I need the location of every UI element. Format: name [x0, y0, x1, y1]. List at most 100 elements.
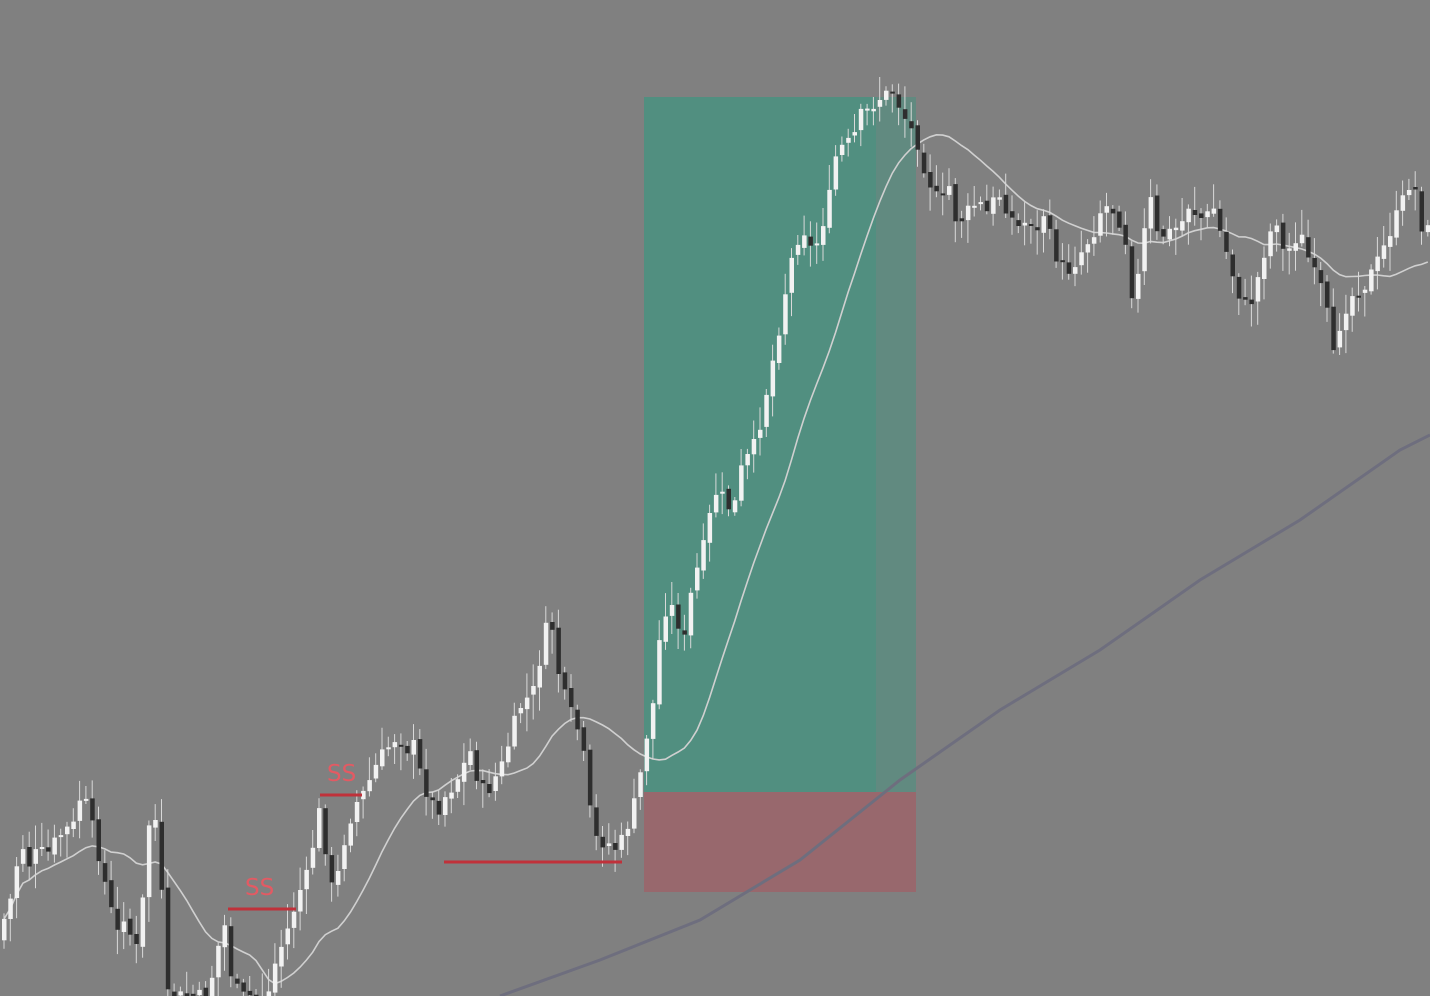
bullish-candle [827, 189, 832, 228]
bullish-candle [373, 764, 379, 779]
bullish-candle [758, 429, 763, 438]
bullish-candle [1104, 206, 1109, 213]
bearish-candle [726, 488, 731, 510]
bullish-candle [1186, 208, 1191, 223]
bearish-candle [1010, 211, 1015, 218]
bearish-candle [890, 91, 895, 94]
bearish-candle [159, 821, 164, 890]
bearish-candle [1047, 215, 1053, 229]
bullish-candle [606, 843, 612, 846]
bearish-candle [172, 991, 177, 996]
bullish-candle [1142, 228, 1147, 272]
bullish-candle [795, 244, 801, 255]
bearish-candle [984, 200, 990, 212]
bullish-candle [77, 800, 83, 821]
zone-fade [876, 97, 916, 792]
bullish-candle [209, 977, 215, 996]
bullish-candle [14, 866, 20, 898]
bullish-candle [392, 742, 398, 748]
bearish-candle [1060, 260, 1065, 263]
bearish-candle [96, 819, 101, 862]
bullish-candle [317, 808, 322, 848]
bullish-candle [770, 360, 776, 397]
bearish-candle [115, 908, 120, 930]
bearish-candle [562, 672, 568, 690]
bullish-candle [821, 226, 826, 245]
bearish-candle [1318, 270, 1324, 284]
bullish-candle [833, 156, 839, 190]
bullish-candle [1287, 248, 1292, 251]
bullish-candle [638, 772, 643, 797]
bearish-candle [613, 843, 618, 850]
bullish-candle [839, 144, 845, 155]
bearish-candle [1280, 222, 1286, 249]
bullish-candle [279, 946, 284, 967]
bullish-candle [695, 567, 700, 591]
bearish-candle [1413, 187, 1418, 190]
bullish-candle [354, 802, 360, 822]
bearish-candle [556, 627, 561, 674]
bullish-candle [461, 762, 467, 782]
bearish-candle [1331, 306, 1336, 351]
bearish-candle [1224, 231, 1229, 252]
bullish-candle [947, 186, 952, 195]
bullish-candle [1211, 208, 1217, 214]
bullish-candle [650, 703, 656, 739]
bullish-candle [871, 108, 876, 112]
bearish-candle [1306, 237, 1311, 258]
bullish-candle [1381, 245, 1387, 259]
bearish-candle [46, 847, 51, 852]
bearish-candle [474, 750, 479, 781]
bullish-candle [348, 823, 353, 846]
bullish-candle [443, 797, 448, 815]
bullish-candle [58, 835, 64, 838]
bullish-candle [197, 989, 202, 996]
bearish-candle [329, 855, 335, 883]
bullish-candle [20, 849, 26, 864]
bearish-candle [682, 630, 687, 635]
bullish-candle [83, 798, 89, 801]
bearish-candle [254, 994, 259, 996]
bearish-candle [896, 94, 902, 108]
bearish-candle [1243, 297, 1248, 300]
bullish-candle [745, 454, 750, 466]
bullish-candle [972, 205, 977, 208]
bullish-candle [764, 394, 769, 427]
bearish-candle [1035, 227, 1040, 231]
bearish-candle [487, 784, 492, 794]
bullish-candle [1136, 273, 1141, 299]
bullish-candle [776, 335, 782, 363]
bullish-candle [121, 921, 127, 932]
bullish-candle [361, 790, 366, 800]
bullish-candle [1180, 221, 1185, 231]
bullish-candle [518, 708, 524, 714]
bearish-candle [424, 769, 429, 797]
bullish-candle [1350, 296, 1355, 316]
bearish-candle [676, 604, 681, 629]
bearish-candle [165, 887, 171, 990]
bearish-candle [1199, 213, 1204, 218]
bearish-candle [550, 622, 555, 630]
bearish-candle [430, 797, 435, 801]
bullish-candle [1255, 277, 1261, 302]
bullish-candle [531, 686, 536, 695]
bullish-candle [506, 746, 511, 763]
bearish-candle [191, 993, 196, 996]
bullish-candle [884, 90, 889, 100]
bullish-candle [1173, 227, 1179, 231]
bullish-candle [146, 825, 152, 898]
bearish-candle [1066, 262, 1072, 274]
bearish-candle [1161, 229, 1166, 237]
bearish-candle [1249, 299, 1254, 305]
bullish-candle [1268, 231, 1273, 257]
bullish-candle [720, 491, 725, 494]
bearish-candle [235, 978, 240, 984]
bullish-candle [468, 751, 473, 765]
bullish-candle [852, 132, 857, 136]
bullish-candle [1041, 216, 1046, 233]
bullish-candle [33, 849, 38, 864]
bullish-candle [335, 871, 341, 885]
bullish-candle [298, 890, 303, 912]
